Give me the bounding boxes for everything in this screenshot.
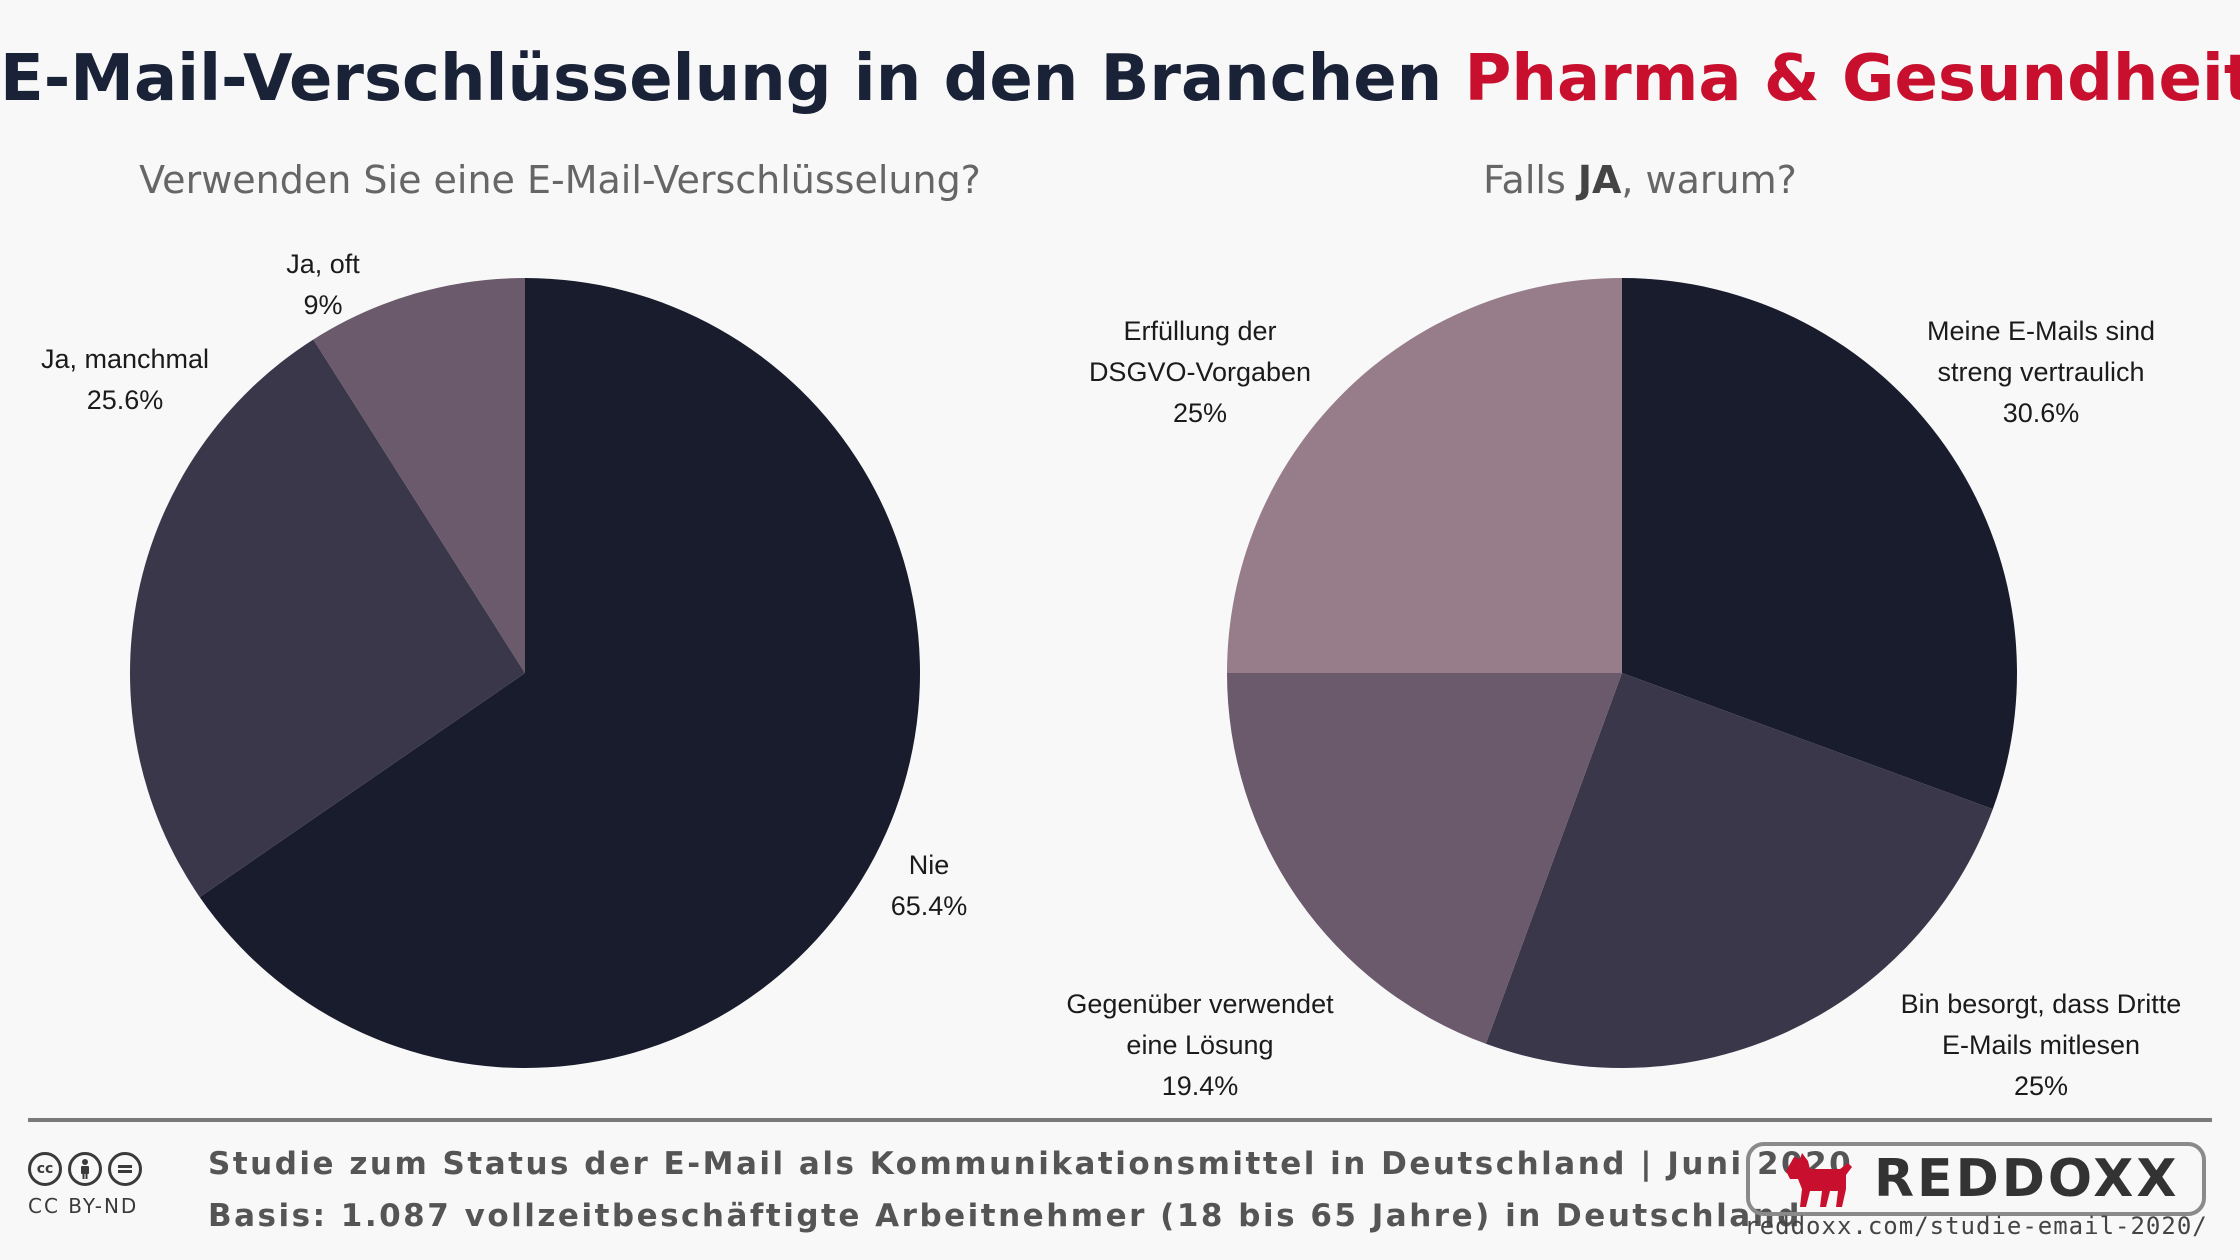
footer-study-line: Studie zum Status der E-Mail als Kommuni… [208, 1146, 1854, 1182]
pie-slice-erf-llung-der-dsgvo-vorgaben [1227, 278, 1622, 673]
slice-label-ja-manchmal: Ja, manchmal 25.6% [41, 344, 209, 415]
right-chart-title-prefix: Falls [1483, 158, 1578, 202]
page-title: E-Mail-Verschlüsselung in den Branchen P… [0, 42, 2240, 116]
license-badge: cc CC BY-ND [28, 1152, 168, 1232]
reddoxx-logo: REDDOXX [1746, 1142, 2206, 1216]
pie-slice-meine-e-mails-sind-streng-vertraulich [1622, 278, 2018, 810]
logo-wordmark: REDDOXX [1874, 1149, 2180, 1209]
title-accent: Pharma & Gesundheit [1464, 42, 2240, 116]
study-url-link[interactable]: reddoxx.com/studie-email-2020/ [1744, 1212, 2208, 1240]
slice-label-nie: Nie 65.4% [891, 850, 968, 921]
pie-slice-ja-manchmal [130, 339, 526, 898]
right-chart-title-suffix: , warum? [1621, 158, 1797, 202]
pie-chart-usage: Nie 65.4% Ja, manchmal 25.6% Ja, oft 9% [41, 249, 968, 1069]
left-chart-title: Verwenden Sie eine E-Mail-Verschlüsselun… [139, 158, 981, 202]
right-chart-title-bold: JA [1577, 158, 1622, 202]
license-text: CC BY-ND [28, 1194, 139, 1218]
pie-chart-reasons: Meine E-Mails sind streng vertraulich 30.6… [1066, 278, 2181, 1101]
slice-label-bin-besorgt-dass-dritte-e-mails-mitlesen: Bin besorgt, dass Dritte E-Mails mitlesen… [1901, 989, 2182, 1101]
slice-label-meine-e-mails-sind-streng-vertraulich: Meine E-Mails sind streng vertraulich 30.6… [1927, 316, 2155, 428]
slice-label-erf-llung-der-dsgvo-vorgaben: Erfüllung der DSGVO-Vorgaben 25% [1089, 316, 1311, 428]
slice-label-gegen-ber-verwendet-eine-l-sung: Gegenüber verwendet eine Lösung 19.4% [1066, 989, 1334, 1101]
dog-logo-icon [1786, 1153, 1852, 1207]
attribution-person-icon [68, 1152, 102, 1186]
pie-slice-nie [199, 278, 921, 1069]
pie-slice-bin-besorgt-dass-dritte-e-mails-mitlesen [1485, 673, 1993, 1068]
pie-slice-ja-oft [313, 278, 525, 673]
footer-basis-line: Basis: 1.087 vollzeitbeschäftigte Arbeit… [208, 1198, 1802, 1234]
slice-label-ja-oft: Ja, oft 9% [286, 249, 360, 320]
footer-divider [28, 1118, 2212, 1122]
no-derivatives-equals-icon [108, 1152, 142, 1186]
title-main: E-Mail-Verschlüsselung in den Branchen [0, 42, 1443, 116]
pie-slice-gegen-ber-verwendet-eine-l-sung [1227, 673, 1622, 1044]
right-chart-title: Falls JA, warum? [1190, 158, 2090, 202]
creative-commons-icon: cc [28, 1152, 62, 1186]
